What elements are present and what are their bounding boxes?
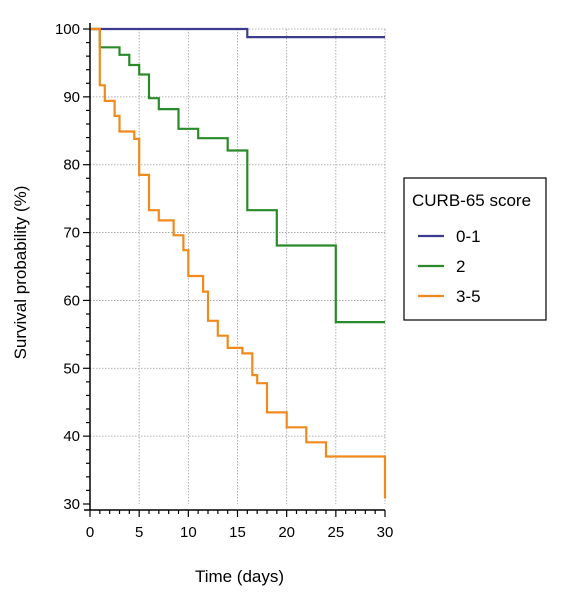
x-tick-label: 10 — [180, 524, 197, 541]
legend-items: 0-1 2 3-5 — [418, 227, 481, 306]
series-line-3-5 — [90, 27, 387, 499]
series-line-2 — [90, 27, 385, 324]
x-tick-label: 30 — [377, 524, 394, 541]
series-lines — [90, 27, 387, 499]
y-tick-label: 90 — [63, 89, 80, 106]
x-axis-title: Time (days) — [195, 567, 284, 586]
y-tick-label: 100 — [55, 21, 80, 38]
y-tick-label: 60 — [63, 292, 80, 309]
legend-label-2: 2 — [456, 257, 465, 276]
x-tick-label: 0 — [86, 524, 94, 541]
legend-label-0-1: 0-1 — [456, 227, 481, 246]
legend-title: CURB-65 score — [412, 191, 531, 210]
x-tick-label: 5 — [135, 524, 143, 541]
y-axis-title: Survival probability (%) — [11, 186, 30, 360]
legend: CURB-65 score 0-1 2 3-5 — [403, 177, 547, 321]
y-tick-label: 30 — [63, 496, 80, 513]
legend-label-3-5: 3-5 — [456, 287, 481, 306]
x-tick-label: 20 — [278, 524, 295, 541]
tick-labels: 0 5 10 15 20 25 30 30 40 50 60 70 80 90 100 — [55, 21, 393, 541]
x-tick-label: 15 — [229, 524, 246, 541]
y-tick-label: 70 — [63, 225, 80, 242]
axes — [83, 23, 386, 517]
series-line-0-1 — [90, 27, 385, 39]
x-tick-label: 25 — [327, 524, 344, 541]
y-tick-label: 50 — [63, 360, 80, 377]
y-tick-label: 40 — [63, 428, 80, 445]
y-tick-label: 80 — [63, 157, 80, 174]
grid-lines — [90, 28, 386, 504]
